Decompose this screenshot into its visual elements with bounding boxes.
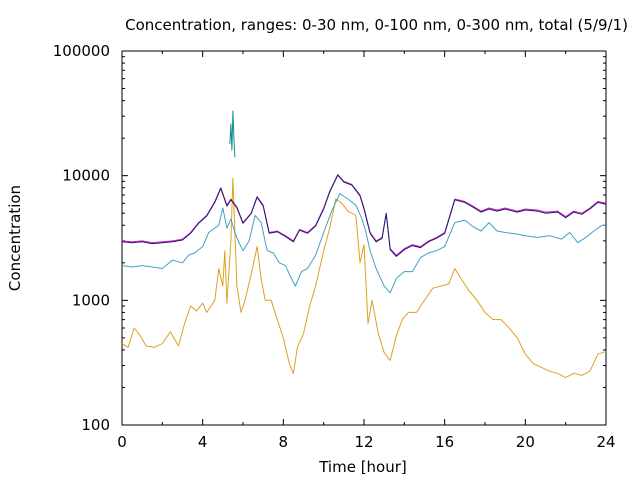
chart-title: Concentration, ranges: 0-30 nm, 0-100 nm… <box>125 16 628 34</box>
x-tick-label: 8 <box>279 433 289 451</box>
series-layer <box>121 110 607 379</box>
series-line-4 <box>121 174 607 257</box>
y-tick-label: 100 <box>81 416 110 434</box>
x-tick-label: 20 <box>516 433 535 451</box>
plot-frame <box>121 50 607 426</box>
x-tick-label: 4 <box>198 433 208 451</box>
series-line-5 <box>229 110 236 158</box>
x-tick-label: 24 <box>596 433 615 451</box>
y-axis-title: Concentration <box>6 185 24 291</box>
y-tick-label: 1000 <box>72 291 110 309</box>
series-line-2 <box>121 193 606 294</box>
x-tick-label: 0 <box>117 433 127 451</box>
series-line-1 <box>121 177 607 379</box>
axis-tick-labels: 0 4 8 12 16 20 24 100 1000 10000 100000 <box>53 42 616 451</box>
y-tick-label: 10000 <box>62 167 110 185</box>
axis-ticks <box>121 50 607 426</box>
x-axis-title: Time [hour] <box>318 458 407 476</box>
y-tick-label: 100000 <box>53 42 110 60</box>
x-tick-label: 16 <box>435 433 454 451</box>
x-tick-label: 12 <box>354 433 373 451</box>
series-line-3 <box>121 174 607 256</box>
